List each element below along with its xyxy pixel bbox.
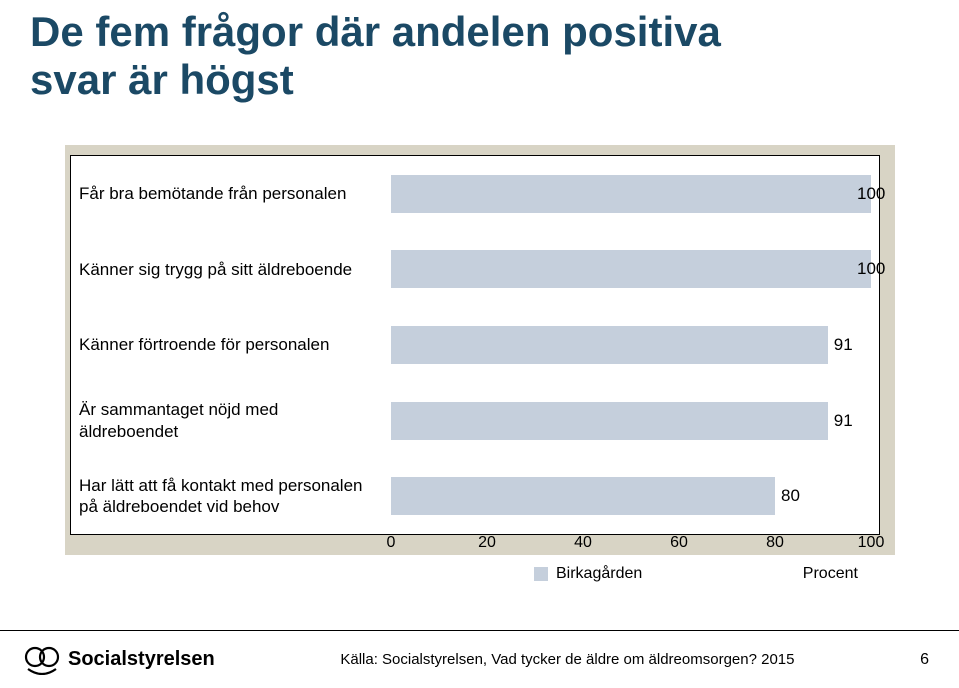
bar-value-label: 80 bbox=[781, 486, 800, 506]
chart-row: Känner förtroende för personalen 91 bbox=[71, 326, 879, 364]
chart-row: Har lätt att få kontakt med personalen p… bbox=[71, 477, 879, 515]
chart-row: Får bra bemötande från personalen100 bbox=[71, 175, 879, 213]
source-citation: Källa: Socialstyrelsen, Vad tycker de äl… bbox=[340, 651, 794, 668]
x-axis-tick: 0 bbox=[387, 534, 396, 552]
page-number: 6 bbox=[920, 651, 929, 669]
bar bbox=[391, 175, 871, 213]
bar-track: 91 bbox=[391, 402, 879, 440]
title-line-1: De fem frågor där andelen positiva bbox=[30, 8, 721, 55]
chart-legend: Birkagården bbox=[534, 565, 642, 583]
bar bbox=[391, 326, 828, 364]
x-axis-tick: 20 bbox=[478, 534, 496, 552]
legend-label: Birkagården bbox=[556, 565, 642, 583]
x-axis-tick: 40 bbox=[574, 534, 592, 552]
bar-value-label: 100 bbox=[857, 259, 885, 279]
chart-plot-area: Får bra bemötande från personalen100Känn… bbox=[70, 155, 880, 535]
bar bbox=[391, 402, 828, 440]
chart-rows-container: Får bra bemötande från personalen100Känn… bbox=[71, 156, 879, 534]
bar-category-label: Har lätt att få kontakt med personalen p… bbox=[71, 475, 391, 518]
bar-track: 91 bbox=[391, 326, 879, 364]
bar-category-label: Är sammantaget nöjd med äldreboendet bbox=[71, 399, 391, 442]
bar-value-label: 100 bbox=[857, 184, 885, 204]
chart-row: Känner sig trygg på sitt äldreboende100 bbox=[71, 250, 879, 288]
bar-category-label: Känner förtroende för personalen bbox=[71, 334, 391, 355]
title-line-2: svar är högst bbox=[30, 56, 294, 103]
chart-row: Är sammantaget nöjd med äldreboendet 91 bbox=[71, 402, 879, 440]
bar-value-label: 91 bbox=[834, 411, 853, 431]
x-axis-tick: 80 bbox=[766, 534, 784, 552]
bar-track: 80 bbox=[391, 477, 879, 515]
legend-swatch-icon bbox=[534, 567, 548, 581]
page-title: De fem frågor där andelen positiva svar … bbox=[30, 8, 721, 105]
bar bbox=[391, 250, 871, 288]
x-axis-tick: 100 bbox=[858, 534, 885, 552]
socialstyrelsen-logo: Socialstyrelsen bbox=[24, 645, 215, 675]
bar-track: 100 bbox=[391, 250, 879, 288]
x-axis: 020406080100 bbox=[71, 534, 879, 558]
bar-category-label: Får bra bemötande från personalen bbox=[71, 183, 391, 204]
bar-value-label: 91 bbox=[834, 335, 853, 355]
logo-icon bbox=[24, 645, 60, 675]
x-axis-label: Procent bbox=[803, 565, 858, 583]
logo-text: Socialstyrelsen bbox=[68, 648, 215, 671]
page-footer: Socialstyrelsen Källa: Socialstyrelsen, … bbox=[0, 630, 959, 688]
x-axis-tick: 60 bbox=[670, 534, 688, 552]
bar bbox=[391, 477, 775, 515]
bar-track: 100 bbox=[391, 175, 879, 213]
bar-category-label: Känner sig trygg på sitt äldreboende bbox=[71, 259, 391, 280]
